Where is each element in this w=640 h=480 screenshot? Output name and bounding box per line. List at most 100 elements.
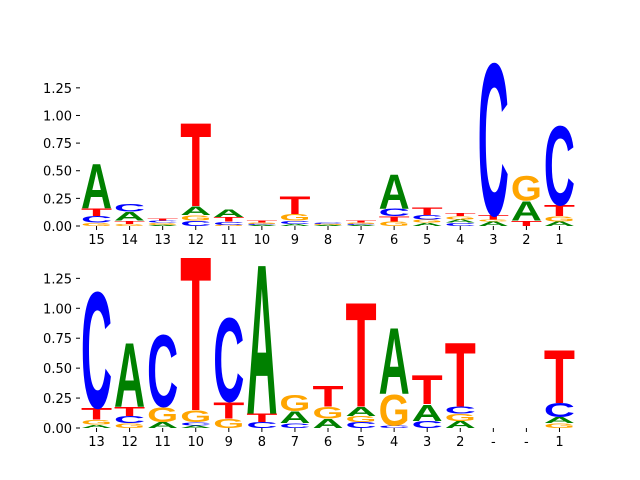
letter: G <box>379 221 410 228</box>
y-tick-label: 0.25 <box>43 392 72 407</box>
x-tick-label: 12 <box>187 233 204 248</box>
letter: C <box>544 102 575 229</box>
letter: C <box>544 400 575 422</box>
letter: A <box>312 416 343 431</box>
x-tick-label: 11 <box>154 435 171 450</box>
letter: C <box>379 425 410 429</box>
y-tick-label: 0.75 <box>43 332 72 347</box>
letter: T <box>346 271 377 438</box>
x-tick-label: 1 <box>555 233 563 248</box>
y-tick-label: 0.25 <box>43 192 72 207</box>
letter: A <box>213 208 244 220</box>
letter: G <box>81 222 112 227</box>
letter: G <box>114 223 145 226</box>
letter: A <box>478 221 509 228</box>
letter: T <box>445 212 476 217</box>
letter: T <box>279 192 310 219</box>
letter: T <box>412 367 443 413</box>
letter: C <box>180 421 211 427</box>
letter: T <box>114 220 145 225</box>
letter: A <box>279 408 310 427</box>
letter: C <box>445 405 476 416</box>
x-tick-label: 15 <box>88 233 105 248</box>
x-tick-label: 7 <box>291 435 299 450</box>
letter: G <box>147 222 178 225</box>
x-tick-label: - <box>524 435 529 450</box>
letter: T <box>246 412 277 425</box>
letter: A <box>81 424 112 430</box>
x-tick-label: 10 <box>254 233 271 248</box>
letter: G <box>213 416 244 431</box>
letter: G <box>246 222 277 224</box>
x-tick-label: - <box>491 435 496 450</box>
letter: A <box>379 308 410 414</box>
y-tick-label: 0.50 <box>43 165 72 180</box>
x-tick-label: 3 <box>423 435 431 450</box>
letter: A <box>180 204 211 218</box>
letter: G <box>114 422 145 429</box>
x-tick-label: 2 <box>456 435 464 450</box>
letter: A <box>346 225 377 227</box>
letter: C <box>246 421 277 430</box>
letter: A <box>445 219 476 224</box>
letter: G <box>346 415 377 424</box>
y-tick-label: 1.25 <box>43 272 72 287</box>
letter: A <box>412 400 443 426</box>
letter: C <box>114 414 145 425</box>
x-tick-label: 4 <box>390 435 398 450</box>
letter: G <box>279 390 310 416</box>
letter: C <box>379 207 410 219</box>
letter: A <box>114 210 145 224</box>
letter: G <box>147 403 178 427</box>
x-tick-label: 8 <box>324 233 332 248</box>
letter: G <box>180 214 211 223</box>
y-tick-label: 1.00 <box>43 109 72 124</box>
y-tick-label: 1.25 <box>43 82 72 97</box>
x-tick-label: 1 <box>555 435 563 450</box>
letter: A <box>312 225 343 227</box>
x-tick-label: 12 <box>121 435 138 450</box>
letter: A <box>147 225 178 227</box>
letter: T <box>246 220 277 223</box>
letter: T <box>147 218 178 221</box>
letter: C <box>412 214 443 221</box>
x-tick-label: 9 <box>225 435 233 450</box>
letter: C <box>312 222 343 224</box>
letter: C <box>213 294 244 428</box>
letter: A <box>544 221 575 228</box>
letter: G <box>445 215 476 220</box>
x-tick-label: 10 <box>187 435 204 450</box>
letter: G <box>412 219 443 224</box>
y-tick-label: 0.75 <box>43 137 72 152</box>
letter: G <box>445 412 476 423</box>
y-tick-label: 0.50 <box>43 362 72 377</box>
letter: G <box>544 215 575 224</box>
y-tick-label: 0.00 <box>43 220 72 235</box>
letter: C <box>279 220 310 225</box>
x-tick-label: 8 <box>258 435 266 450</box>
letter: T <box>312 379 343 413</box>
letter: A <box>511 196 542 227</box>
letter: G <box>511 169 542 209</box>
letter: C <box>81 259 112 444</box>
letter: T <box>213 398 244 424</box>
x-tick-label: 6 <box>390 233 398 248</box>
letter: G <box>81 418 112 425</box>
letter: T <box>81 207 112 219</box>
letter: G <box>379 386 410 436</box>
x-tick-label: 5 <box>423 233 431 248</box>
letter: C <box>147 313 178 429</box>
letter: A <box>246 221 277 459</box>
letter: G <box>478 219 509 222</box>
letter: C <box>412 419 443 430</box>
letter: C <box>114 202 145 214</box>
x-tick-label: 3 <box>489 233 497 248</box>
letter: C <box>81 215 112 225</box>
letter: T <box>114 404 145 419</box>
letter: C <box>147 220 178 223</box>
x-tick-label: 13 <box>88 435 105 450</box>
letter: A <box>147 421 178 430</box>
letter: C <box>346 421 377 430</box>
y-tick-label: 0.00 <box>43 422 72 437</box>
